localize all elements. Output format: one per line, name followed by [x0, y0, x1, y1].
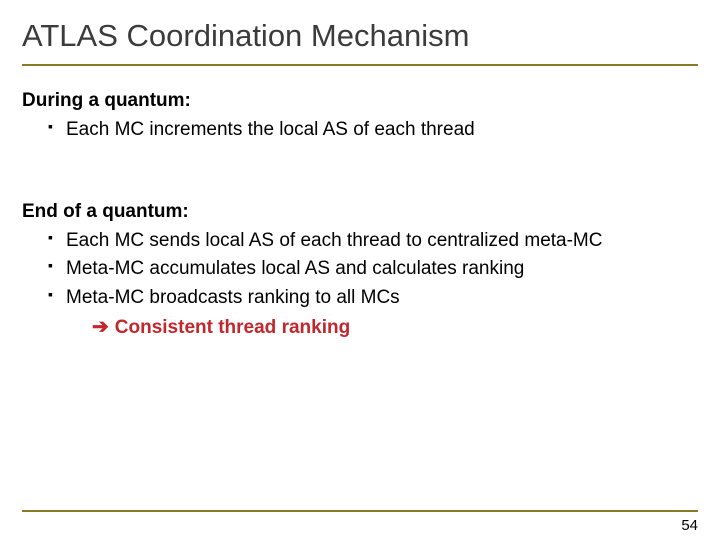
bullet-item: Meta-MC broadcasts ranking to all MCs	[48, 284, 698, 313]
bullet-list-end: Each MC sends local AS of each thread to…	[22, 227, 698, 313]
page-number: 54	[681, 517, 698, 534]
title-underline	[22, 64, 698, 66]
footer-underline	[22, 510, 698, 512]
result-line: ➔ Consistent thread ranking	[22, 314, 698, 339]
section-end-quantum: End of a quantum: Each MC sends local AS…	[22, 201, 698, 340]
section-during-quantum: During a quantum: Each MC increments the…	[22, 90, 698, 145]
result-text: Consistent thread ranking	[115, 317, 350, 338]
bullet-item: Each MC sends local AS of each thread to…	[48, 227, 698, 256]
section-heading-end: End of a quantum:	[22, 201, 698, 223]
bullet-item: Meta-MC accumulates local AS and calcula…	[48, 255, 698, 284]
bullet-list-during: Each MC increments the local AS of each …	[22, 116, 698, 145]
slide-container: ATLAS Coordination Mechanism During a qu…	[0, 0, 720, 540]
bullet-item: Each MC increments the local AS of each …	[48, 116, 698, 145]
slide-title: ATLAS Coordination Mechanism	[22, 18, 698, 64]
section-heading-during: During a quantum:	[22, 90, 698, 112]
arrow-icon: ➔	[92, 316, 109, 338]
